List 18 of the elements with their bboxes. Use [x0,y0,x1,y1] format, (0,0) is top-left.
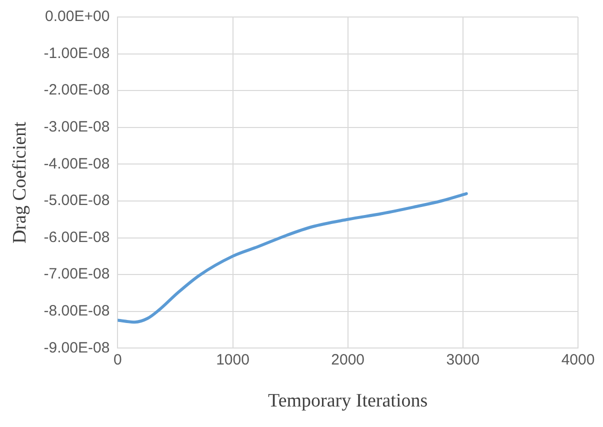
y-tick-label: -1.00E-08 [44,44,110,62]
line-series [118,192,468,324]
x-tick-label: 4000 [561,351,595,368]
y-tick-label: -9.00E-08 [44,339,110,356]
x-tick-label: 0 [114,351,122,368]
y-axis-title: Drag Coeficient [9,120,30,244]
y-tick-label: 0.00E+00 [45,8,110,26]
y-tick-label: -3.00E-08 [44,118,110,136]
x-tick-label: 1000 [216,351,250,368]
y-tick-label: -4.00E-08 [44,155,110,172]
y-tick-label: -6.00E-08 [44,228,110,246]
x-tick-label: 2000 [331,351,365,368]
x-axis-title: Temporary Iterations [268,390,428,412]
y-tick-label: -7.00E-08 [44,266,110,283]
y-tick-label: -5.00E-08 [44,192,110,210]
x-tick-label: 3000 [446,351,480,368]
y-tick-label: -2.00E-08 [44,82,110,99]
y-tick-label: -8.00E-08 [44,302,110,320]
